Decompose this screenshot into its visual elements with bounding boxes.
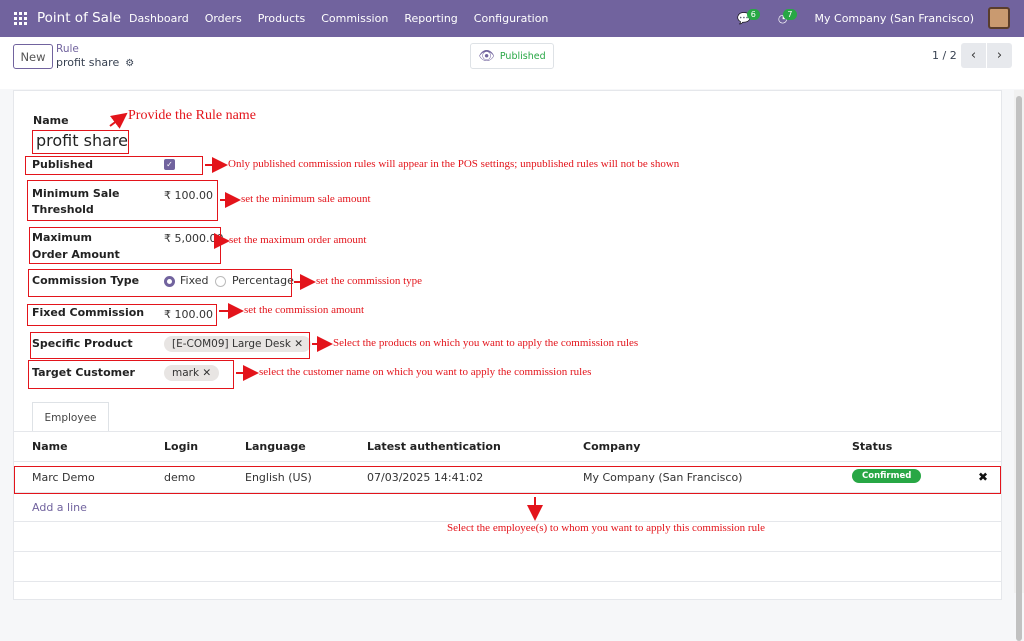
divider (14, 551, 1001, 552)
published-label: Published (499, 50, 546, 62)
breadcrumb-current: profit share ⚙ (56, 56, 134, 69)
radio-fixed[interactable] (164, 276, 175, 287)
top-navbar: Point of Sale Dashboard Orders Products … (0, 0, 1024, 37)
radio-percentage[interactable] (215, 276, 226, 287)
annotation-box-employee (14, 466, 1001, 494)
annotation-box-min (27, 180, 218, 221)
breadcrumb-parent[interactable]: Rule (56, 43, 79, 55)
delete-row-icon[interactable]: ✖ (978, 470, 989, 484)
divider (14, 431, 1001, 432)
gear-icon[interactable]: ⚙ (125, 58, 135, 69)
remove-icon[interactable]: ✕ (202, 367, 212, 379)
max-order-input[interactable]: ₹ 5,000.00 (164, 232, 224, 245)
eye-icon: 👁 (478, 48, 495, 64)
annotation-arrows (109, 112, 543, 521)
chevron-right-icon: › (996, 48, 1003, 63)
product-tag[interactable]: [E-COM09] Large Desk ✕ (164, 336, 312, 352)
divider (14, 521, 1001, 522)
radio-percentage-label[interactable]: Percentage (232, 274, 294, 287)
messages-badge: 6 (746, 8, 760, 20)
scrollbar[interactable] (1014, 90, 1024, 641)
min-threshold-label: Minimum Sale Threshold (32, 187, 120, 216)
published-checkbox[interactable]: ✓ (164, 159, 175, 170)
divider (14, 581, 1001, 582)
annotation-box-name (32, 130, 129, 154)
company-switcher[interactable]: My Company (San Francisco) (814, 11, 974, 25)
tab-employee[interactable]: Employee (32, 402, 109, 432)
col-language[interactable]: Language (245, 440, 306, 453)
cell-auth: 07/03/2025 14:41:02 (367, 471, 484, 484)
annotation-published: Only published commission rules will app… (228, 158, 680, 170)
menu-dashboard[interactable]: Dashboard (129, 12, 189, 25)
published-field-label: Published (32, 158, 94, 171)
col-login[interactable]: Login (164, 440, 199, 453)
annotation-box-type (28, 269, 292, 297)
annotation-product: Select the products on which you want to… (333, 337, 639, 349)
previous-button[interactable]: ‹ (961, 43, 986, 68)
new-button[interactable]: New (13, 44, 53, 69)
menu-configuration[interactable]: Configuration (473, 12, 549, 25)
cell-company: My Company (San Francisco) (583, 471, 743, 484)
divider (14, 492, 1001, 493)
annotation-type: set the commission type (316, 275, 423, 287)
app-title[interactable]: Point of Sale (37, 10, 122, 26)
cell-language: English (US) (245, 471, 312, 484)
cell-name: Marc Demo (32, 471, 95, 484)
fixed-commission-label: Fixed Commission (32, 306, 145, 319)
customer-tag[interactable]: mark ✕ (164, 365, 220, 381)
annotation-box-fixed (27, 304, 217, 326)
breadcrumb-current-label: profit share (56, 56, 120, 69)
pager-value[interactable]: 1 / 2 (932, 49, 957, 62)
target-customer-label: Target Customer (32, 366, 135, 379)
menu-orders[interactable]: Orders (204, 12, 242, 25)
name-input[interactable]: profit share (36, 131, 128, 150)
name-label: Name (33, 114, 69, 127)
menu-commission[interactable]: Commission (321, 12, 389, 25)
annotation-box-published (25, 156, 203, 175)
commission-type-label: Commission Type (32, 274, 140, 287)
annotation-name: Provide the Rule name (128, 108, 256, 123)
activities-button[interactable]: ◔7 (777, 8, 801, 25)
next-button[interactable]: › (987, 43, 1012, 68)
annotation-box-customer (28, 360, 234, 389)
add-line-link[interactable]: Add a line (32, 501, 87, 514)
apps-menu-icon[interactable] (14, 12, 27, 25)
annotation-customer: select the customer name on which you wa… (259, 366, 592, 378)
radio-fixed-label[interactable]: Fixed (180, 274, 209, 287)
published-button[interactable]: 👁 Published (470, 43, 554, 69)
annotation-fixed: set the commission amount (244, 304, 365, 316)
scrollbar-thumb[interactable] (1016, 96, 1022, 641)
clock-icon: ◔ (777, 11, 788, 25)
col-company[interactable]: Company (583, 440, 641, 453)
col-name[interactable]: Name (32, 440, 68, 453)
fixed-commission-input[interactable]: ₹ 100.00 (164, 308, 213, 321)
col-status[interactable]: Status (852, 440, 893, 453)
menu-products[interactable]: Products (257, 12, 306, 25)
divider (14, 461, 1001, 462)
annotation-box-product (30, 332, 310, 359)
status-badge: Confirmed (852, 469, 922, 483)
menu-reporting[interactable]: Reporting (404, 12, 458, 25)
chevron-left-icon: ‹ (970, 48, 977, 63)
customer-tag-label: mark (172, 367, 200, 379)
activities-badge: 7 (783, 8, 797, 20)
specific-product-label: Specific Product (32, 337, 133, 350)
control-panel: New Rule profit share ⚙ 👁 Published 1 / 2 … (0, 37, 1024, 89)
arrow-name (109, 112, 128, 129)
max-order-label: Maximum Order Amount (32, 231, 120, 261)
annotation-max: set the maximum order amount (229, 234, 367, 246)
min-threshold-input[interactable]: ₹ 100.00 (164, 189, 213, 202)
annotation-min: set the minimum sale amount (241, 193, 371, 205)
annotation-employee: Select the employee(s) to whom you want … (447, 522, 766, 534)
product-tag-label: [E-COM09] Large Desk (172, 338, 291, 350)
remove-icon[interactable]: ✕ (294, 338, 304, 350)
cell-login: demo (164, 471, 196, 484)
col-latest-auth[interactable]: Latest authentication (367, 440, 501, 453)
messages-button[interactable]: 💬6 (737, 8, 764, 25)
avatar[interactable] (988, 7, 1010, 29)
